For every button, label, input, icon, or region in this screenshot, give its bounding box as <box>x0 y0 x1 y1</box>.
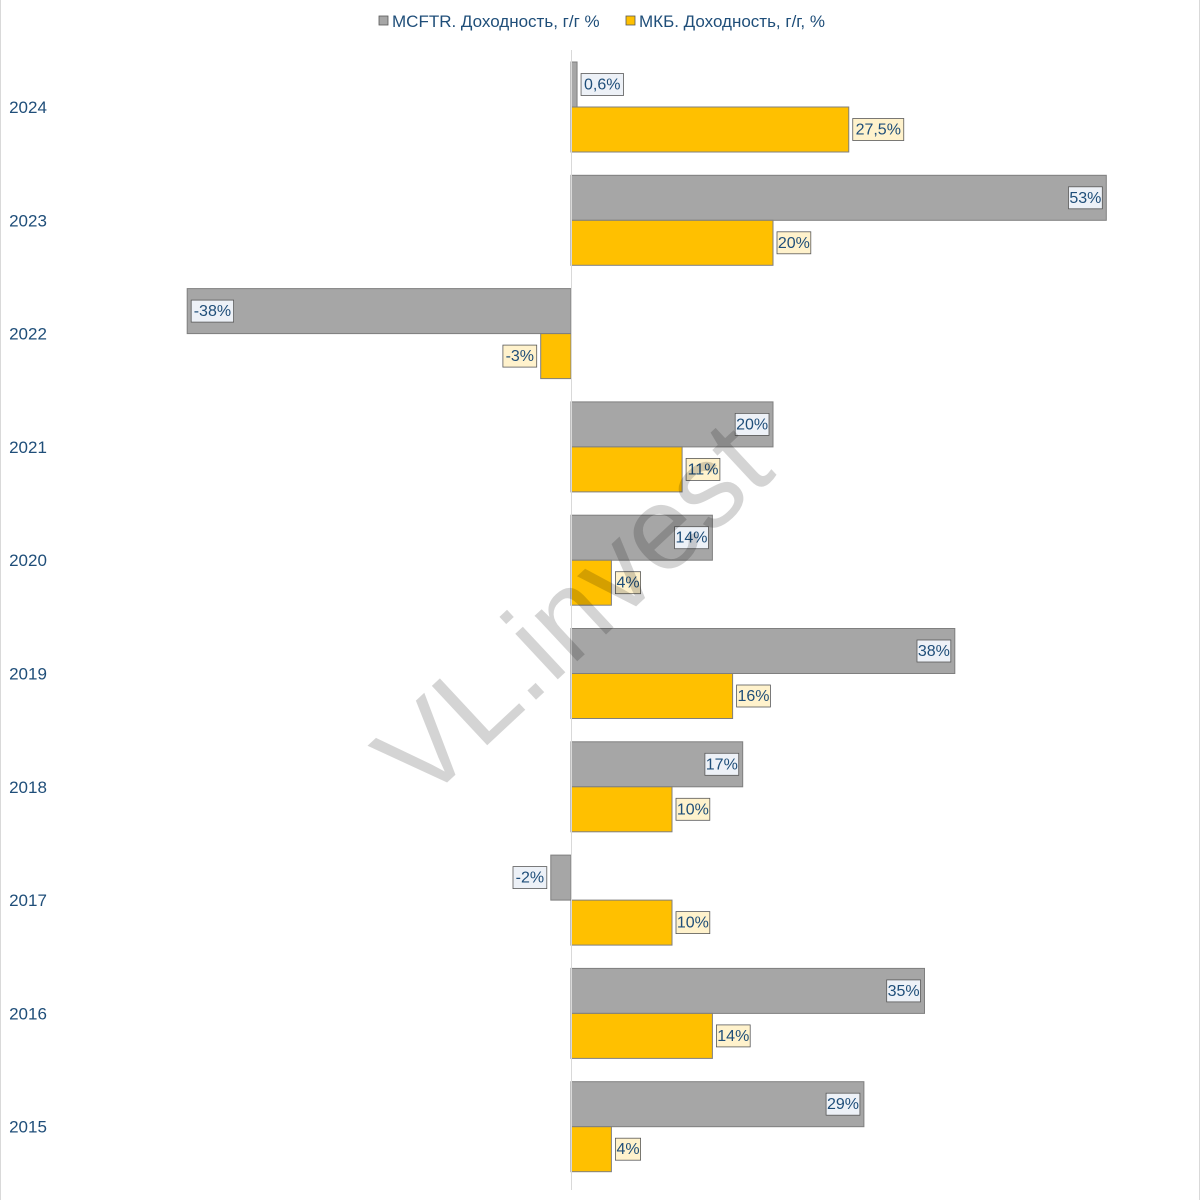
data-label-mcftr-2020: 14% <box>674 526 709 550</box>
bar-mkb-2022 <box>540 333 572 380</box>
data-label-box <box>704 752 740 776</box>
bar-mkb-2018 <box>570 786 673 833</box>
legend-label-1: MCFTR. Доходность, г/г % <box>392 12 600 31</box>
data-label-box <box>825 1092 861 1116</box>
data-label-mkb-2022: -3% <box>502 344 538 368</box>
legend-label-2: МКБ. Доходность, г/г, % <box>639 12 825 31</box>
data-label-text: 20% <box>736 416 768 433</box>
bar-mcftr-2023 <box>570 174 1107 221</box>
data-label-text: -3% <box>506 348 534 365</box>
data-label-mcftr-2023: 53% <box>1068 186 1103 210</box>
data-label-box <box>615 1137 642 1161</box>
year-label-2019: 2019 <box>9 665 47 684</box>
data-label-mcftr-2018: 17% <box>704 752 740 776</box>
data-label-text: 20% <box>778 235 810 252</box>
data-label-mcftr-2021: 20% <box>734 412 770 436</box>
data-label-box <box>916 639 952 663</box>
year-labels: 2024 2023 2022 2021 2020 2019 2018 2017 2016 2015 <box>9 98 47 1137</box>
data-label-text: 0,6% <box>584 77 620 94</box>
data-label-mcftr-2016: 35% <box>886 979 921 1003</box>
data-label-mkb-2019: 16% <box>736 684 771 708</box>
data-label-text: -2% <box>516 870 544 887</box>
data-label-box <box>886 979 921 1003</box>
legend: MCFTR. Доходность, г/г % МКБ. Доходность,… <box>378 12 825 31</box>
data-label-box <box>675 797 711 821</box>
data-label-text: 10% <box>677 801 709 818</box>
data-label-mkb-2021: 11% <box>685 457 721 481</box>
data-label-mcftr-2022: -38% <box>190 299 234 323</box>
data-label-mkb-2018: 10% <box>675 797 711 821</box>
bars <box>186 61 1107 1173</box>
bar-mcftr-2019 <box>570 628 956 674</box>
data-label-box <box>675 911 711 934</box>
year-label-2020: 2020 <box>9 551 47 570</box>
data-label-box <box>1068 186 1103 210</box>
data-label-text: 10% <box>677 915 709 932</box>
bar-mkb-2019 <box>570 673 734 719</box>
data-label-box <box>512 866 548 889</box>
data-label-box <box>580 73 624 96</box>
data-label-text: 14% <box>717 1028 749 1045</box>
data-label-text: 53% <box>1069 190 1101 207</box>
bar-mkb-2021 <box>570 446 683 493</box>
data-label-mkb-2016: 14% <box>716 1024 751 1048</box>
legend-swatch-1 <box>378 15 389 26</box>
data-label-text: 14% <box>675 530 707 547</box>
year-label-2024: 2024 <box>9 98 47 117</box>
data-label-text: 16% <box>737 688 769 705</box>
year-label-2017: 2017 <box>9 891 47 910</box>
bar-mkb-2020 <box>570 559 612 606</box>
data-label-mkb-2024: 27,5% <box>852 118 905 141</box>
year-label-2021: 2021 <box>9 438 47 457</box>
bar-mkb-2015 <box>570 1126 612 1173</box>
data-label-text: 35% <box>888 983 920 1000</box>
bar-mkb-2016 <box>570 1012 713 1059</box>
data-label-mkb-2017: 10% <box>675 911 711 934</box>
data-label-mkb-2020: 4% <box>615 571 642 595</box>
data-label-mkb-2023: 20% <box>776 231 812 255</box>
data-label-box <box>190 299 234 323</box>
data-label-box <box>716 1024 751 1048</box>
data-label-mcftr-2019: 38% <box>916 639 952 663</box>
year-label-2015: 2015 <box>9 1118 47 1137</box>
data-label-mcftr-2015: 29% <box>825 1092 861 1116</box>
data-label-box <box>734 412 770 436</box>
bar-mkb-2017 <box>570 899 673 946</box>
data-label-box <box>776 231 812 255</box>
data-label-text: 4% <box>616 575 639 592</box>
legend-swatch-2 <box>625 15 636 26</box>
year-label-2016: 2016 <box>9 1004 47 1023</box>
bar-mcftr-2022 <box>186 288 572 335</box>
year-label-2023: 2023 <box>9 211 47 230</box>
data-label-box <box>736 684 771 708</box>
data-label-box <box>615 571 642 595</box>
year-label-2022: 2022 <box>9 325 47 344</box>
data-label-box <box>852 118 905 141</box>
data-label-text: -38% <box>194 303 231 320</box>
data-label-box <box>674 526 709 550</box>
data-label-box <box>685 457 721 481</box>
bar-mcftr-2017 <box>550 854 572 901</box>
data-label-text: 27,5% <box>856 122 901 139</box>
bar-mcftr-2016 <box>570 967 925 1014</box>
bar-mkb-2024 <box>570 106 850 153</box>
data-label-mcftr-2024: 0,6% <box>580 73 624 96</box>
data-label-mcftr-2017: -2% <box>512 866 548 889</box>
data-label-mkb-2015: 4% <box>615 1137 642 1161</box>
year-label-2018: 2018 <box>9 778 47 797</box>
bar-mkb-2023 <box>570 219 774 266</box>
data-label-text: 4% <box>616 1141 639 1158</box>
data-label-text: 29% <box>827 1096 859 1113</box>
data-label-text: 17% <box>706 756 738 773</box>
data-label-text: 38% <box>918 643 950 660</box>
bar-mcftr-2015 <box>570 1081 865 1128</box>
data-label-text: 11% <box>688 461 719 478</box>
data-labels: 0,6% 27,5% 53% 20% -38% -3% 20% 11% 14% 4% 38% 16% 1… <box>190 73 1103 1161</box>
data-label-box <box>502 344 538 368</box>
